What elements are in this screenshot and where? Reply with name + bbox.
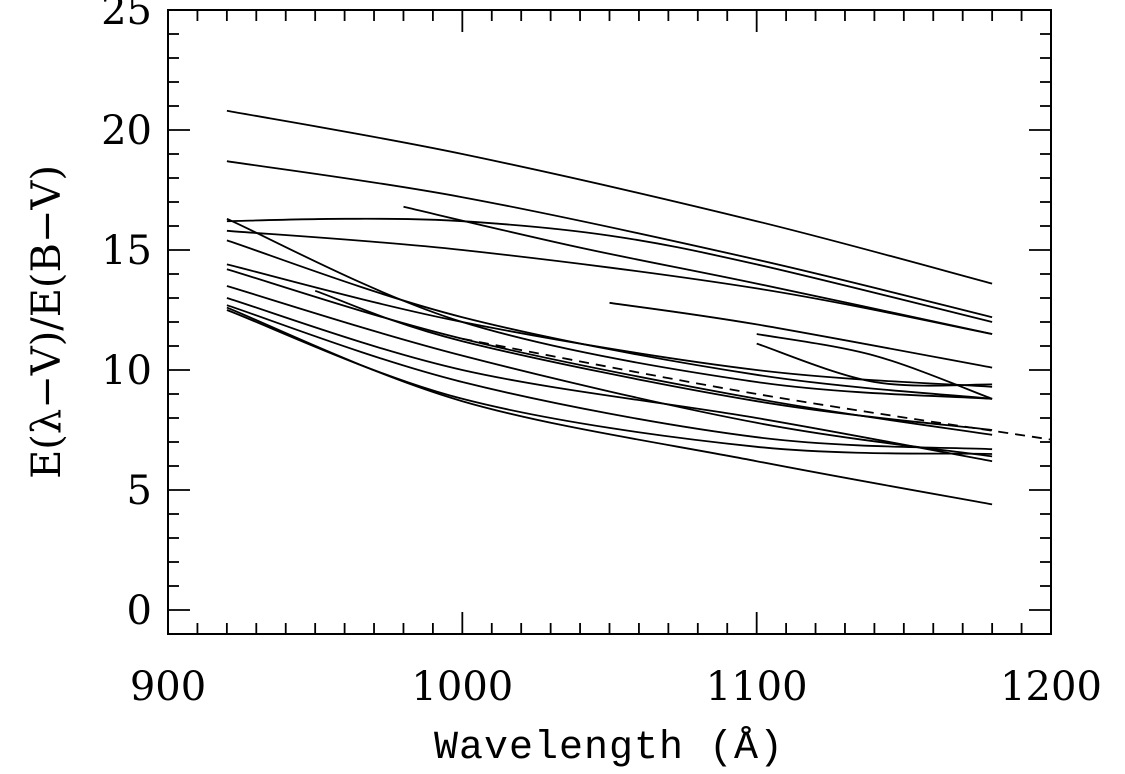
extinction-curve-7 [609,301,993,369]
extinction-curve-5 [226,229,993,335]
extinction-curve-13 [314,289,993,431]
x-tick-label: 900 [130,664,206,710]
x-tick-label: 1100 [706,664,808,710]
extinction-curve-3 [226,217,993,323]
extinction-curve-19 [226,306,993,506]
axis-tick-labels: 900 1000 1100 1200 0 5 10 15 20 25 [101,0,1102,710]
extinction-curve-15 [226,285,993,458]
extinction-curve-6 [226,217,993,400]
extinction-curve-17 [226,304,993,451]
extinction-curve-1 [226,109,993,285]
x-tick-label: 1000 [411,664,513,710]
extinction-curve-8 [756,333,993,400]
extinction-curve-16 [226,297,993,463]
x-axis-title: Wavelength (Å) [434,725,784,771]
y-tick-label: 15 [101,228,152,274]
y-tick-label: 0 [127,588,152,634]
extinction-curve-11 [226,263,993,388]
y-tick-label: 5 [127,468,152,514]
extinction-curve-12 [226,268,993,436]
y-tick-label: 20 [101,108,152,154]
extinction-curve-10 [226,239,993,400]
extinction-curve-2 [226,160,993,319]
extinction-curve-4 [403,205,993,335]
axis-ticks [167,9,1052,635]
mean-curve-dashed [462,337,1052,441]
y-tick-label: 25 [101,0,152,34]
x-tick-label: 1200 [1000,664,1102,710]
y-axis-title: E(λ−V)/E(B−V) [24,165,70,479]
y-tick-label: 10 [101,348,152,394]
series-group [226,109,1052,506]
